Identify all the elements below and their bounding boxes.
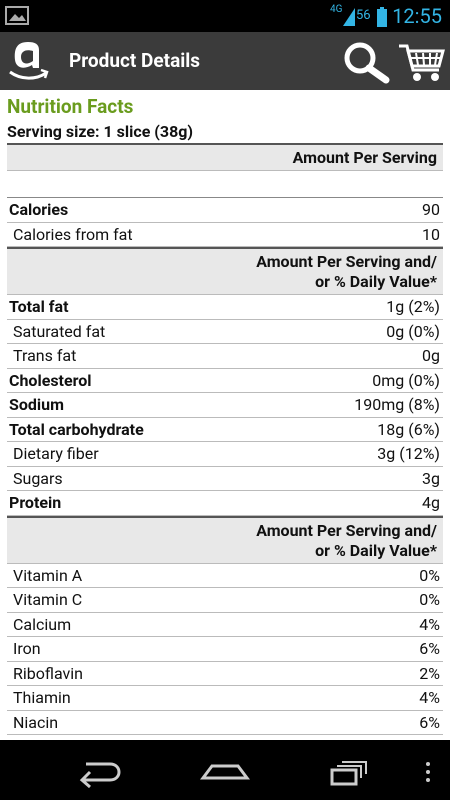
nutrient-name: Trans fat <box>13 346 77 366</box>
nutrient-name: Vitamin C <box>13 590 83 610</box>
header-text: Amount Per Serving <box>292 148 437 167</box>
nutrient-value: 4% <box>419 688 440 708</box>
nutrient-value: 0mg (0%) <box>372 370 440 390</box>
nutrient-name: Sodium <box>9 395 64 415</box>
back-button[interactable] <box>79 762 121 789</box>
nutrient-value: 6% <box>419 712 440 732</box>
nutrient-value: 18g (6%) <box>377 419 440 439</box>
menu-button[interactable] <box>426 762 430 782</box>
table-row: Calories 90 <box>7 198 443 223</box>
nutrient-name: Calcium <box>13 614 72 634</box>
table-header: Amount Per Serving and/or % Daily Value* <box>7 247 443 295</box>
signal-icon <box>343 8 355 26</box>
nutrient-name: Sugars <box>13 468 63 488</box>
nutrient-value: 0% <box>419 565 440 585</box>
table-row: Iron 6% <box>7 637 443 662</box>
clock: 12:55 <box>392 4 442 28</box>
header-text: or % Daily Value* <box>315 272 437 291</box>
recents-button[interactable] <box>330 761 367 786</box>
table-row: Sodium 190mg (8%) <box>7 393 443 418</box>
nutrient-name: Total carbohydrate <box>9 419 144 439</box>
table-header: Amount Per Serving and/or % Daily Value* <box>7 515 443 564</box>
nutrient-name: Calories from fat <box>13 224 133 244</box>
table-row: Riboflavin 2% <box>7 662 443 686</box>
cart-button[interactable] <box>397 40 447 84</box>
nutrient-value: 0% <box>419 737 440 740</box>
home-button[interactable] <box>200 764 250 780</box>
nutrient-name: Calories <box>9 200 69 220</box>
signal-strength: 56 <box>356 8 371 23</box>
nutrient-name: Folate <box>9 737 57 740</box>
nutrient-value: 190mg (8%) <box>354 395 440 415</box>
nutrient-value: 0g <box>422 346 440 366</box>
table-header: Amount Per Serving <box>7 143 443 171</box>
serving-size: Serving size: 1 slice (38g) <box>7 122 194 141</box>
nutrient-value: 10 <box>422 224 440 244</box>
content: Nutrition Facts Serving size: 1 slice (3… <box>0 90 450 740</box>
table-row: Folate 0% <box>7 735 443 740</box>
table-row: Cholesterol 0mg (0%) <box>7 369 443 393</box>
table-row: Niacin 6% <box>7 711 443 735</box>
table-row: Trans fat 0g <box>7 344 443 369</box>
app-logo[interactable] <box>6 38 50 84</box>
nutrient-value: 4% <box>419 614 440 634</box>
table-row: Thiamin 4% <box>7 686 443 711</box>
table-row: Sugars 3g <box>7 467 443 491</box>
network-type: 4G <box>330 4 343 15</box>
nutrient-name: Saturated fat <box>13 321 106 341</box>
table-row: Total carbohydrate 18g (6%) <box>7 418 443 442</box>
notification-icon <box>5 6 29 25</box>
nutrient-value: 6% <box>419 639 440 659</box>
nutrient-name: Vitamin A <box>13 565 83 585</box>
nutrient-name: Iron <box>13 639 41 659</box>
table-row: Calories from fat 10 <box>7 223 443 247</box>
nutrient-name: Cholesterol <box>9 370 92 390</box>
nutrient-value: 2% <box>419 663 440 683</box>
navigation-bar <box>0 740 450 800</box>
table-row: Saturated fat 0g (0%) <box>7 320 443 344</box>
header-text: Amount Per Serving and/ <box>256 252 437 271</box>
nutrient-value: 4g <box>422 493 440 513</box>
nutrient-value: 0% <box>419 590 440 610</box>
search-button[interactable] <box>340 40 392 84</box>
screen-title: Product Details <box>69 49 201 72</box>
nutrient-name: Thiamin <box>13 688 71 708</box>
nutrient-value: 3g <box>422 468 440 488</box>
nutrient-value: 90 <box>422 200 440 220</box>
action-bar: Product Details <box>0 32 450 90</box>
status-bar: 4G 56 12:55 <box>0 0 450 32</box>
header-text: or % Daily Value* <box>315 540 437 560</box>
table-row: Vitamin A 0% <box>7 564 443 588</box>
section-title: Nutrition Facts <box>7 95 134 118</box>
battery-icon <box>377 7 387 27</box>
table-row: Total fat 1g (2%) <box>7 295 443 320</box>
nav-icons <box>79 761 430 789</box>
nutrient-name: Niacin <box>13 712 59 732</box>
nutrient-name: Protein <box>9 493 62 513</box>
table-row: Vitamin C 0% <box>7 588 443 613</box>
nutrition-table: Amount Per Serving Calories 90 Calories fro… <box>7 143 443 740</box>
spacer <box>7 171 443 198</box>
nutrient-value: 3g (12%) <box>377 444 440 464</box>
nutrient-name: Riboflavin <box>13 663 84 683</box>
table-row: Protein 4g <box>7 491 443 516</box>
table-row: Calcium 4% <box>7 613 443 637</box>
nutrient-name: Total fat <box>9 297 69 317</box>
nutrient-value: 0g (0%) <box>386 321 440 341</box>
header-text: Amount Per Serving and/ <box>256 520 437 540</box>
nutrient-name: Dietary fiber <box>13 444 99 464</box>
table-row: Dietary fiber 3g (12%) <box>7 442 443 467</box>
nutrient-value: 1g (2%) <box>386 297 440 317</box>
